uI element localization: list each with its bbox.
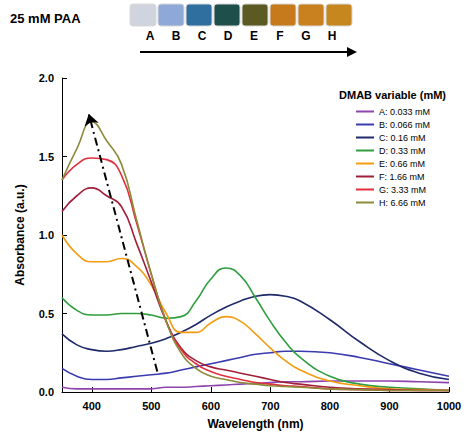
- svg-text:400: 400: [83, 400, 101, 412]
- svg-text:Absorbance (a.u.): Absorbance (a.u.): [13, 184, 27, 285]
- svg-text:900: 900: [380, 400, 398, 412]
- svg-text:C: C: [198, 29, 207, 43]
- svg-text:E: E: [250, 29, 258, 43]
- svg-text:700: 700: [261, 400, 279, 412]
- svg-text:A: A: [146, 29, 155, 43]
- svg-text:Wavelength (nm): Wavelength (nm): [207, 417, 303, 431]
- svg-text:0.0: 0.0: [39, 386, 54, 398]
- svg-text:1000: 1000: [437, 400, 461, 412]
- svg-text:G: 3.33 mM: G: 3.33 mM: [379, 185, 426, 195]
- svg-text:B: 0.066 mM: B: 0.066 mM: [379, 120, 430, 130]
- svg-text:600: 600: [202, 400, 220, 412]
- svg-text:B: B: [172, 29, 181, 43]
- svg-text:1.5: 1.5: [39, 151, 54, 163]
- svg-text:F: 1.66 mM: F: 1.66 mM: [379, 172, 425, 182]
- svg-text:500: 500: [142, 400, 160, 412]
- svg-text:1.0: 1.0: [39, 229, 54, 241]
- svg-text:C: 0.16 mM: C: 0.16 mM: [379, 133, 426, 143]
- svg-text:H: 6.66 mM: H: 6.66 mM: [379, 198, 426, 208]
- svg-text:25 mM PAA: 25 mM PAA: [10, 11, 81, 26]
- svg-text:DMAB variable (mM): DMAB variable (mM): [339, 89, 446, 101]
- svg-text:0.5: 0.5: [39, 308, 54, 320]
- svg-text:A: 0.033 mM: A: 0.033 mM: [379, 107, 430, 117]
- svg-text:D: D: [224, 29, 233, 43]
- svg-text:G: G: [301, 29, 310, 43]
- svg-text:2.0: 2.0: [39, 72, 54, 84]
- svg-text:800: 800: [321, 400, 339, 412]
- svg-text:D: 0.33 mM: D: 0.33 mM: [379, 146, 426, 156]
- svg-text:F: F: [276, 29, 283, 43]
- svg-text:E: 0.66 mM: E: 0.66 mM: [379, 159, 425, 169]
- svg-text:H: H: [328, 29, 337, 43]
